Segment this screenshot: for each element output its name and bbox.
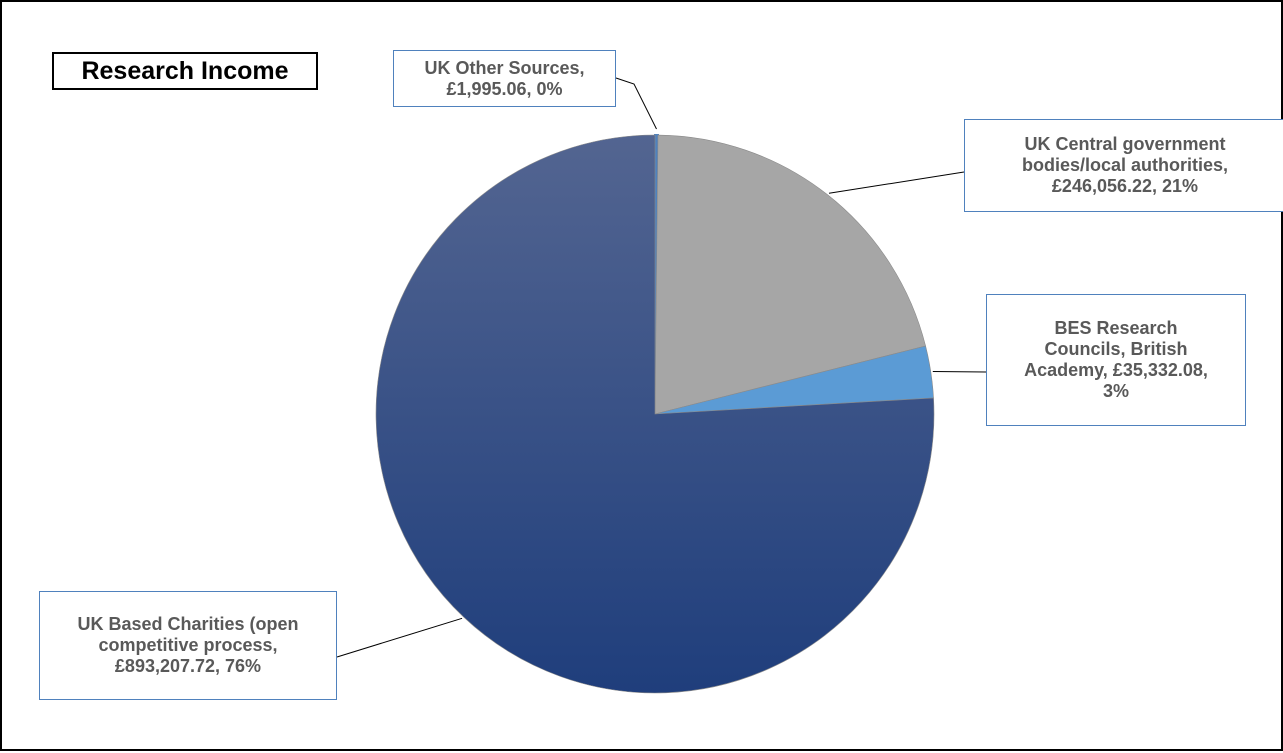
leader-line-uk-other-sources	[615, 77, 657, 130]
pie-slice-uk-based-charities	[375, 134, 935, 694]
data-label-line: 3%	[1102, 381, 1129, 401]
data-label-line: £1,995.06, 0%	[446, 78, 563, 99]
chart-title: Research Income	[52, 52, 318, 90]
data-label-line: bodies/local authorities,	[1021, 155, 1229, 175]
data-label-line: £246,056.22, 21%	[1051, 176, 1199, 196]
data-label-line: Academy, £35,332.08,	[1024, 360, 1208, 380]
data-label-uk-based-charities: UK Based Charities (open competitive proc…	[39, 591, 337, 700]
data-label-line: UK Other Sources,	[424, 57, 585, 78]
data-label-line: competitive process,	[98, 635, 278, 655]
leader-line-uk-based-charities	[336, 617, 463, 658]
leader-line-bes-research-councils	[932, 371, 987, 373]
leader-lines	[336, 77, 987, 658]
data-label-line: £893,207.72, 76%	[114, 656, 262, 676]
pie-slices	[375, 133, 935, 694]
pie-slice-uk-central-government	[654, 134, 926, 415]
data-label-bes-research-councils: BES Research Councils, British Academy, £3…	[986, 294, 1246, 426]
data-label-uk-other-sources: UK Other Sources, £1,995.06, 0%	[393, 50, 616, 107]
data-label-uk-central-government: UK Central government bodies/local author…	[964, 119, 1283, 212]
data-label-line: UK Based Charities (open	[77, 614, 299, 634]
data-label-line: UK Central government	[1024, 134, 1226, 154]
leader-line-uk-central-government	[828, 171, 965, 194]
data-label-line: BES Research	[1054, 318, 1178, 338]
data-label-line: Councils, British	[1044, 339, 1188, 359]
